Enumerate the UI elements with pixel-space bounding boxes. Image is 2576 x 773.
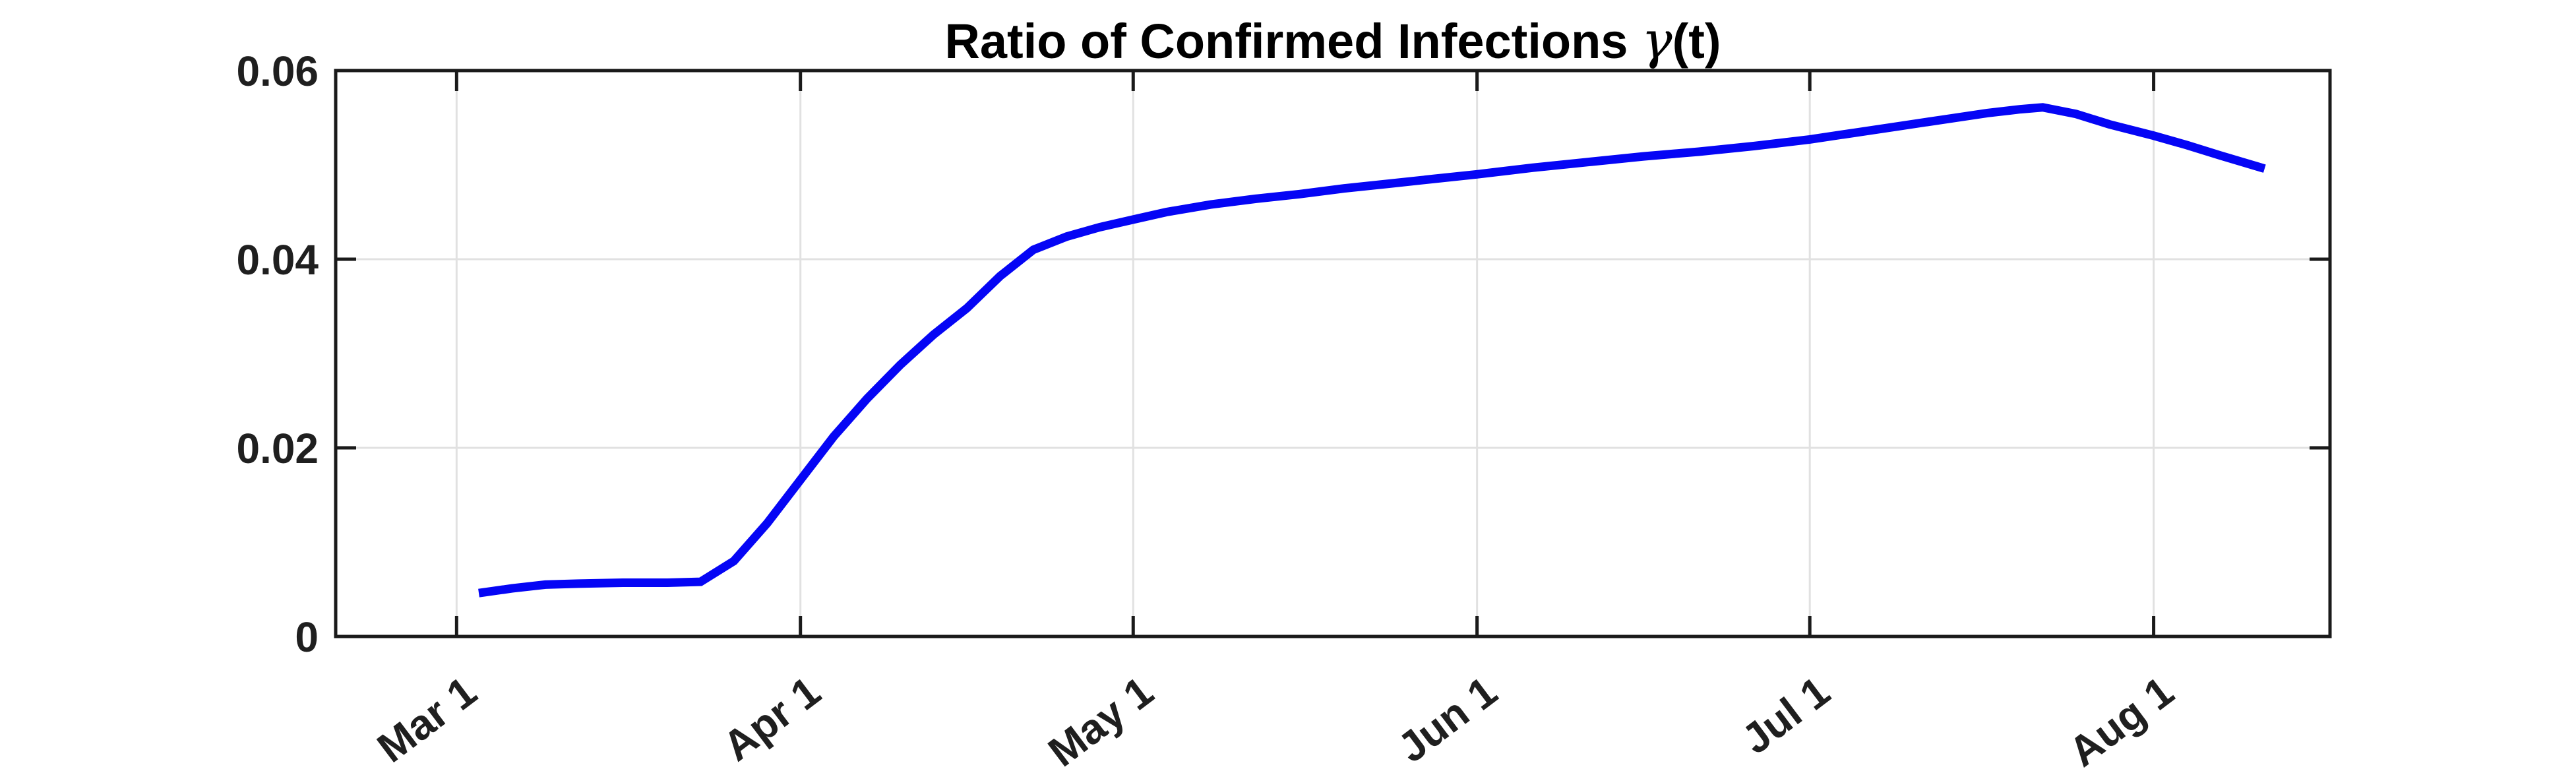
x-tick-label: Jun 1 — [1389, 667, 1506, 772]
chart-title-post: (t) — [1672, 14, 1721, 69]
plot-area-border — [334, 69, 2332, 638]
x-tick-label: Jul 1 — [1733, 667, 1839, 763]
series-line-gamma — [478, 103, 2266, 598]
y-tick-label: 0.02 — [236, 425, 319, 472]
plot-group: 0 0.02 0.04 0.06 Mar 1 Apr 1 May 1 Jun 1 Jul 1 Au… — [236, 47, 2332, 773]
chart-title-pre: Ratio of Confirmed Infections — [944, 14, 1641, 69]
x-tick-label: May 1 — [1039, 667, 1161, 773]
gamma-symbol: γ — [1641, 11, 1672, 71]
chart-title: Ratio of Confirmed Infections γ(t) — [944, 11, 1721, 71]
x-tick-label: Mar 1 — [369, 667, 485, 772]
y-tick-label: 0.06 — [236, 47, 319, 95]
y-tick-label: 0.04 — [236, 236, 319, 284]
y-tick-label: 0 — [295, 613, 319, 661]
x-tick-label: Apr 1 — [714, 667, 829, 770]
x-tick-label: Aug 1 — [2060, 667, 2182, 773]
